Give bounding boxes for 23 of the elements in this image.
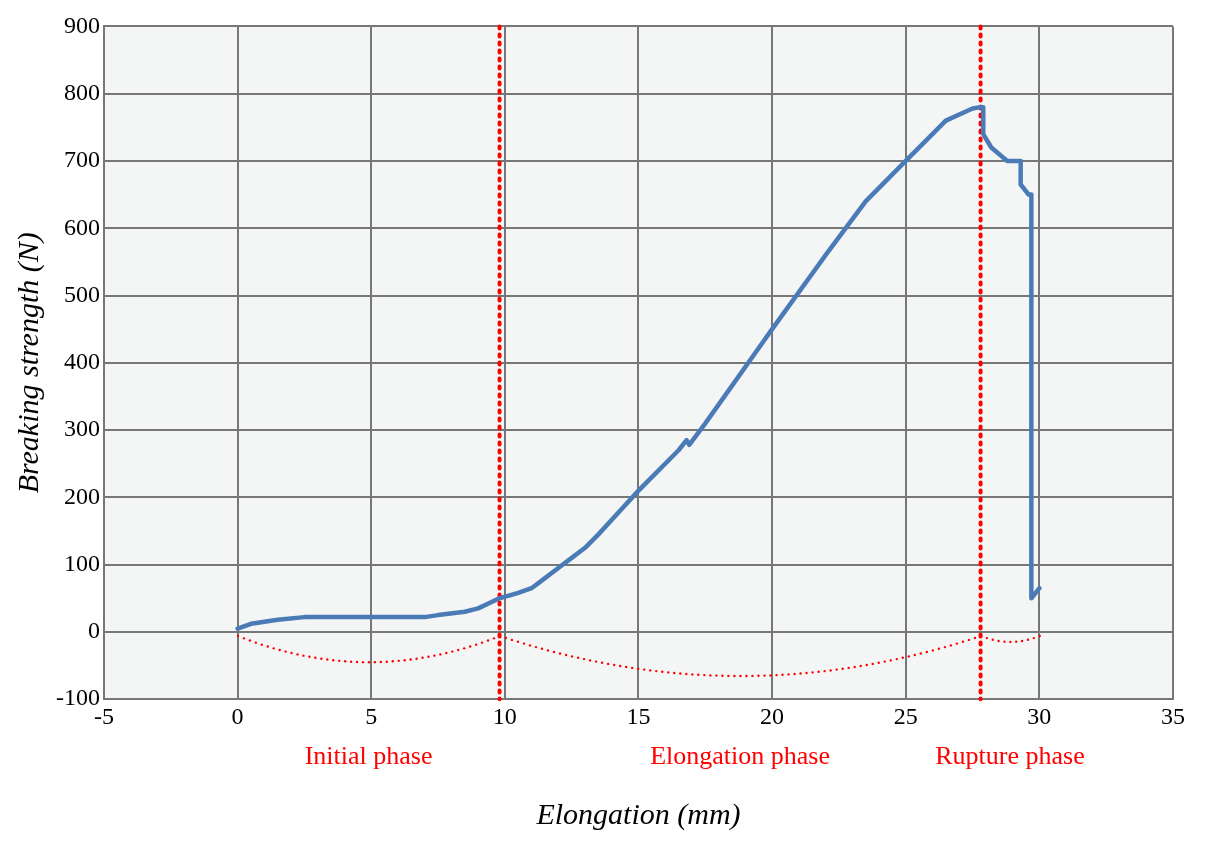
y-tick-label: 900 [63, 11, 100, 38]
y-tick-label: 800 [63, 78, 100, 105]
x-tick-label: 10 [492, 702, 517, 729]
y-tick-label: 300 [63, 415, 100, 442]
y-tick-label: 100 [63, 549, 100, 576]
x-tick-label: 0 [231, 702, 244, 729]
y-tick-label: 600 [63, 213, 100, 240]
x-tick-label: 30 [1027, 702, 1052, 729]
text: Initial phase [304, 741, 433, 771]
x-axis-title: Elongation (mm) [535, 796, 741, 831]
y-tick-label: 500 [63, 280, 100, 307]
x-tick-label: 25 [893, 702, 918, 729]
x-tick-label: 35 [1161, 702, 1185, 729]
y-tick-label: 0 [87, 617, 100, 644]
x-tick-label: 20 [760, 702, 785, 729]
y-axis-title: Breaking strength (N) [10, 232, 45, 494]
y-tick-label: 700 [63, 146, 100, 173]
text: Rupture phase [935, 741, 1085, 771]
text: Elongation phase [650, 741, 830, 771]
x-tick-label: 15 [626, 702, 651, 729]
y-tick-label: 400 [63, 348, 100, 375]
y-tick-label: 200 [63, 482, 100, 509]
x-tick-label: 5 [365, 702, 378, 729]
